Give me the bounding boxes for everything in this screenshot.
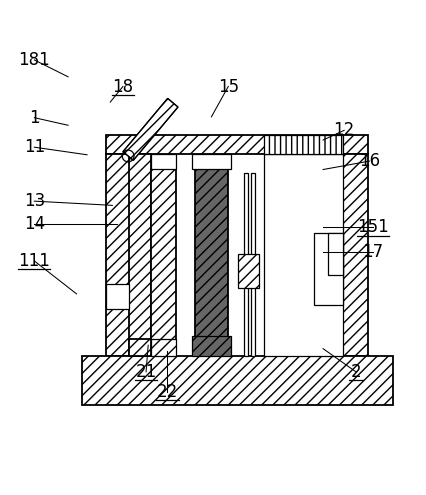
Bar <box>195 169 227 356</box>
Bar <box>81 356 392 404</box>
Text: 11: 11 <box>24 138 45 156</box>
Text: 111: 111 <box>18 252 50 270</box>
Bar <box>264 154 343 356</box>
Bar <box>106 284 129 309</box>
Text: 22: 22 <box>156 383 177 400</box>
Bar <box>328 233 343 275</box>
Bar <box>343 154 367 356</box>
Bar <box>313 233 343 305</box>
Text: 17: 17 <box>361 243 383 261</box>
Text: 18: 18 <box>112 78 133 96</box>
Text: 13: 13 <box>24 192 45 210</box>
Text: 16: 16 <box>358 152 379 170</box>
Bar <box>251 173 255 356</box>
Text: 2: 2 <box>350 363 360 381</box>
Bar <box>243 173 247 356</box>
Bar <box>192 337 230 356</box>
Bar <box>106 154 131 356</box>
Bar <box>106 135 367 154</box>
Text: 1: 1 <box>29 109 40 127</box>
Text: 181: 181 <box>18 51 50 69</box>
Text: 151: 151 <box>356 218 388 236</box>
Bar <box>150 154 175 169</box>
Bar <box>150 339 175 356</box>
Bar <box>129 154 150 356</box>
Bar <box>237 254 259 288</box>
Text: 15: 15 <box>217 78 238 96</box>
Bar <box>264 135 343 154</box>
Text: 21: 21 <box>135 363 156 381</box>
Bar <box>129 339 150 356</box>
Bar <box>150 169 175 356</box>
Text: 14: 14 <box>24 215 45 233</box>
Polygon shape <box>123 99 178 160</box>
Text: 12: 12 <box>333 121 354 139</box>
Bar <box>192 154 230 169</box>
